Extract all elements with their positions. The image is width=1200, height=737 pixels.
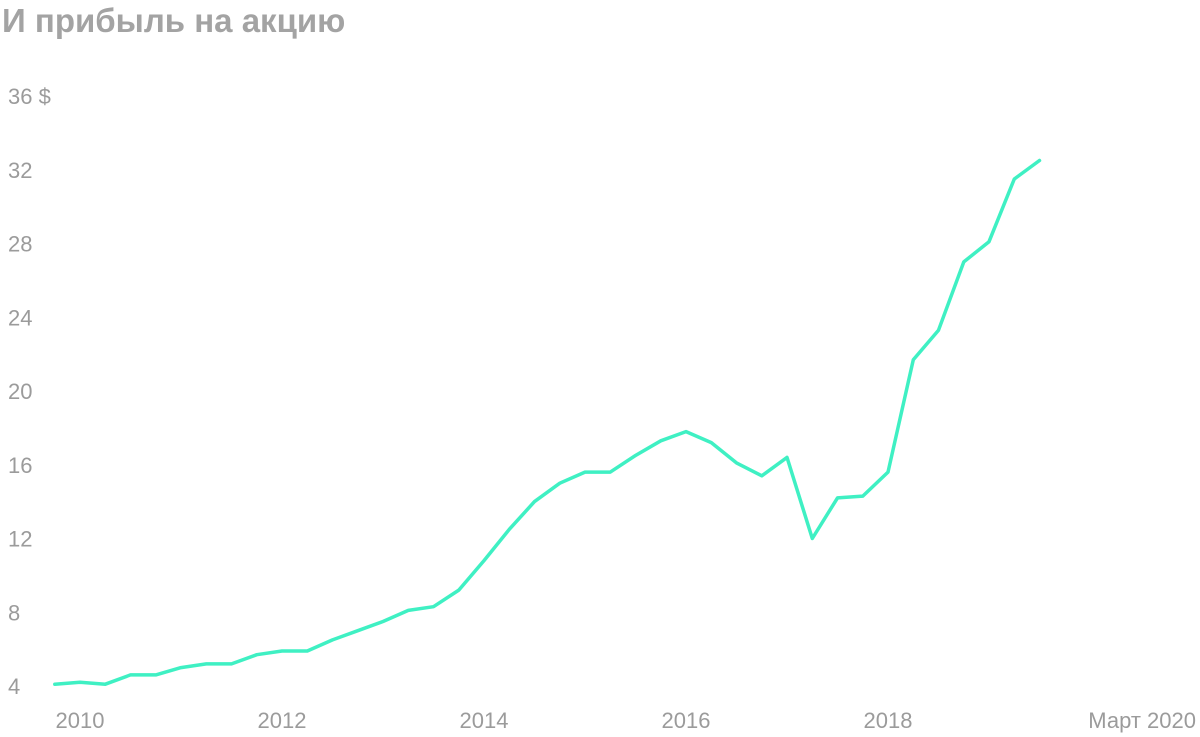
x-tick-label: 2010 bbox=[56, 708, 105, 733]
y-tick-label: 8 bbox=[8, 600, 20, 625]
x-tick-label: 2012 bbox=[258, 708, 307, 733]
chart-title: И прибыль на акцию bbox=[2, 2, 346, 39]
series-layer bbox=[53, 158, 1042, 686]
y-tick-label: 4 bbox=[8, 674, 20, 699]
y-tick-label: 16 bbox=[8, 453, 32, 478]
x-tick-label: Март 2020 bbox=[1088, 708, 1196, 733]
y-tick-label: 28 bbox=[8, 232, 32, 257]
y-axis: 36 $ 32 28 24 20 16 12 8 4 bbox=[8, 84, 51, 699]
y-tick-label: 36 $ bbox=[8, 84, 51, 109]
y-tick-label: 20 bbox=[8, 379, 32, 404]
x-tick-label: 2018 bbox=[864, 708, 913, 733]
x-tick-label: 2014 bbox=[460, 708, 509, 733]
x-tick-label: 2016 bbox=[662, 708, 711, 733]
x-axis: 2010 2012 2014 2016 2018 Март 2020 bbox=[56, 708, 1196, 733]
series-line bbox=[53, 158, 1042, 686]
y-tick-label: 12 bbox=[8, 527, 32, 552]
y-tick-label: 32 bbox=[8, 158, 32, 183]
y-tick-label: 24 bbox=[8, 305, 32, 330]
